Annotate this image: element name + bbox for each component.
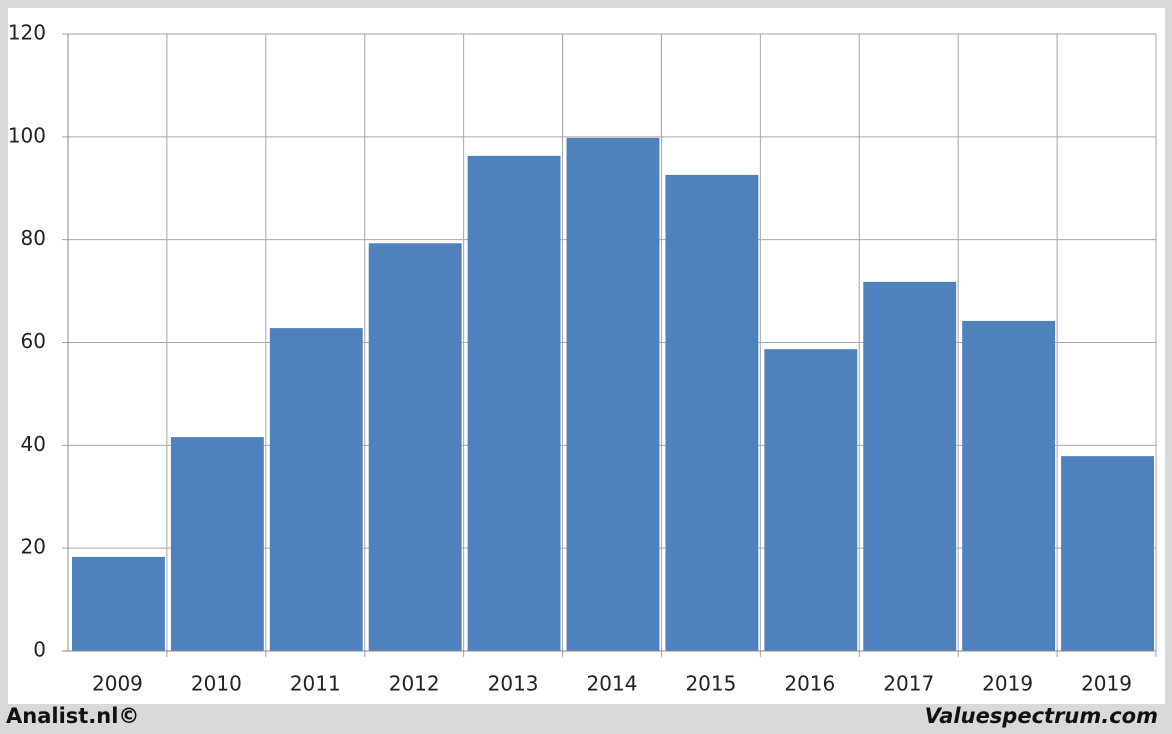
x-tick-label: 2016 bbox=[784, 672, 835, 696]
x-tick-label: 2015 bbox=[685, 672, 736, 696]
bar bbox=[368, 243, 462, 651]
bar bbox=[269, 328, 363, 651]
bar bbox=[467, 155, 561, 652]
y-tick-label: 80 bbox=[21, 226, 46, 250]
bar bbox=[72, 556, 165, 651]
bar bbox=[764, 349, 858, 651]
x-tick-label: 2017 bbox=[883, 672, 934, 696]
x-tick-label: 2011 bbox=[290, 672, 341, 696]
x-tick-label: 2012 bbox=[389, 672, 440, 696]
bar bbox=[665, 174, 759, 652]
y-tick-label: 60 bbox=[21, 329, 46, 353]
footer-left: Analist.nl© bbox=[6, 704, 139, 728]
x-tick-label: 2019 bbox=[1081, 672, 1132, 696]
x-tick-label: 2013 bbox=[488, 672, 539, 696]
y-tick-label: 120 bbox=[8, 21, 46, 45]
bar bbox=[1061, 456, 1154, 651]
x-tick-label: 2019 bbox=[982, 672, 1033, 696]
y-tick-label: 0 bbox=[33, 638, 46, 662]
y-tick-label: 40 bbox=[21, 432, 46, 456]
bar bbox=[863, 281, 957, 651]
y-tick-label: 100 bbox=[8, 123, 46, 147]
x-tick-label: 2010 bbox=[191, 672, 242, 696]
bar bbox=[566, 137, 660, 651]
footer-right: Valuespectrum.com bbox=[925, 704, 1158, 728]
bar bbox=[962, 320, 1056, 651]
y-tick-label: 20 bbox=[21, 535, 46, 559]
x-tick-label: 2014 bbox=[587, 672, 638, 696]
x-tick-label: 2009 bbox=[92, 672, 143, 696]
bar bbox=[170, 437, 264, 651]
